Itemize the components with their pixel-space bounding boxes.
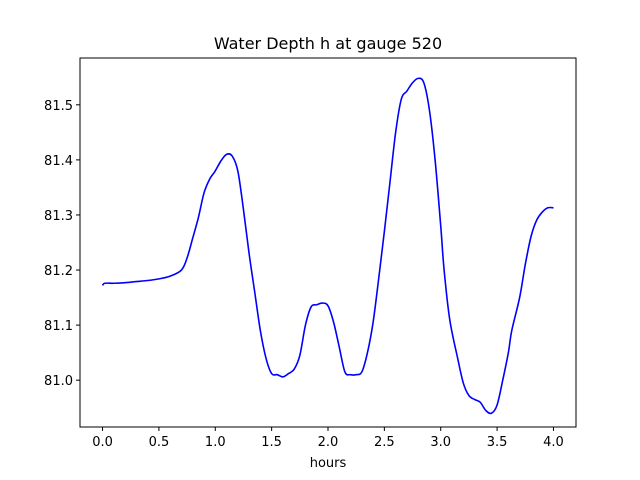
y-tick-label: 81.1 <box>44 319 73 334</box>
x-tick-label: 4.0 <box>543 435 564 450</box>
x-tick-label: 0.0 <box>92 435 113 450</box>
y-tick-label: 81.0 <box>44 374 73 389</box>
y-tick-label: 81.3 <box>44 209 73 224</box>
x-tick-label: 1.0 <box>205 435 226 450</box>
x-axis: 0.0 0.5 1.0 1.5 2.0 2.5 3.0 3.5 4.0 <box>92 427 564 450</box>
x-tick-label: 3.5 <box>487 435 508 450</box>
y-tick-label: 81.4 <box>44 154 73 169</box>
plot-area <box>80 58 576 427</box>
x-tick-label: 2.5 <box>374 435 395 450</box>
y-axis: 81.0 81.1 81.2 81.3 81.4 81.5 <box>44 99 80 389</box>
y-tick-label: 81.2 <box>44 264 73 279</box>
plot-frame <box>79 57 577 428</box>
series-line <box>101 77 554 415</box>
chart-title: Water Depth h at gauge 520 <box>214 34 442 53</box>
x-tick-label: 1.5 <box>261 435 282 450</box>
y-tick-label: 81.5 <box>44 99 73 114</box>
x-axis-label: hours <box>310 456 347 471</box>
series-layer <box>101 77 554 415</box>
x-tick-label: 0.5 <box>149 435 170 450</box>
x-tick-label: 3.0 <box>430 435 451 450</box>
x-tick-label: 2.0 <box>318 435 339 450</box>
